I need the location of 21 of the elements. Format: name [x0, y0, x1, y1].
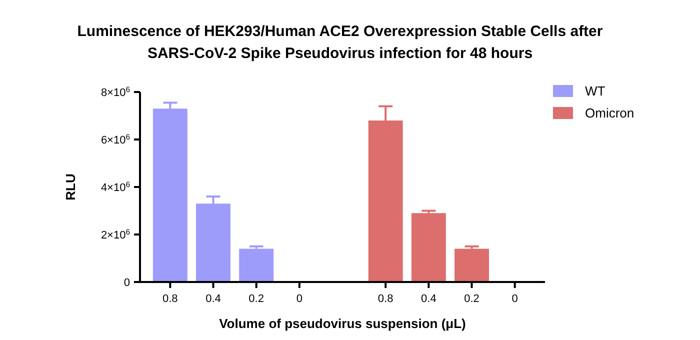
x-tick-label: 0.4	[206, 293, 221, 305]
x-tick-label: 0.8	[378, 293, 394, 305]
y-tick-label: 2×10$^{6}$	[100, 226, 130, 242]
y-tick-label: 4×10$^{6}$	[100, 179, 130, 194]
chart-title: Luminescence of HEK293/Human ACE2 Overexpression Stable Cells after SARS-CoV-2 Spike Pseudovirus infection for 48 hours	[77, 23, 603, 62]
x-tick-label: 0.8	[162, 293, 178, 305]
y-tick-label: 8×10$^{6}$	[100, 84, 130, 99]
y-axis-title: RLU	[63, 174, 78, 200]
bar	[454, 248, 489, 282]
bar	[411, 213, 446, 282]
x-axis-title: Volume of pseudovirus suspension (μL)	[219, 316, 466, 331]
y-tick-label: 6×10$^{6}$	[100, 132, 130, 146]
legend-label: WT	[585, 84, 606, 99]
x-tick-label: 0.2	[248, 293, 264, 305]
bar	[239, 248, 274, 282]
x-tick-label: 0	[296, 293, 302, 305]
x-tick-label: 0.4	[421, 293, 436, 305]
x-tick-label: 0	[512, 293, 518, 305]
y-tick-label: 0	[124, 276, 130, 289]
x-tick-label: 0.2	[464, 293, 480, 305]
legend-label: Omicron	[585, 106, 634, 121]
